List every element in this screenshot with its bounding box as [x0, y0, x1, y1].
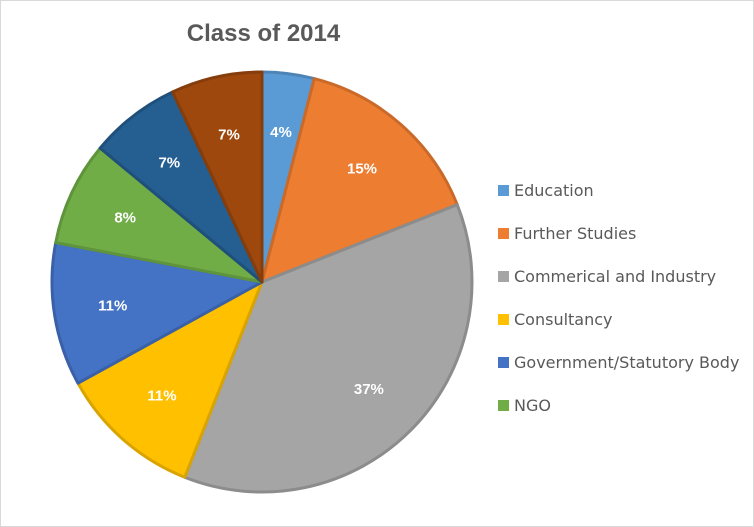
pie-labels: 4% 15% 37% 11% 11% 8% 7% 7%: [98, 124, 384, 404]
pie-slice-1: [260, 77, 459, 284]
legend-swatch: [498, 185, 509, 196]
legend-label: Further Studies: [514, 224, 637, 243]
pie-slice-label-6: 7%: [158, 155, 180, 172]
legend-label: Government/Statutory Body: [514, 353, 740, 372]
legend-label: Education: [514, 181, 594, 200]
pie-slice-label-7: 7%: [218, 126, 240, 143]
pie-slice-4: [50, 241, 264, 385]
legend-item: Further Studies: [498, 212, 739, 255]
pie-slice-label-1: 15%: [347, 161, 377, 178]
legend-item: Education: [498, 169, 739, 212]
legend-label: NGO: [514, 396, 551, 415]
legend: Education Further Studies Commerical and I…: [498, 169, 739, 427]
legend-item: Commerical and Industry: [498, 255, 739, 298]
legend-item: Consultancy: [498, 298, 739, 341]
pie-slice-label-4: 11%: [98, 298, 127, 315]
legend-item: NGO: [498, 384, 739, 427]
chart-title: Class of 2014: [186, 20, 341, 47]
legend-item: Government/Statutory Body: [498, 341, 739, 384]
legend-swatch: [498, 228, 509, 239]
legend-label: Commerical and Industry: [514, 267, 717, 286]
pie-slice-5: [54, 146, 264, 284]
pie-slice-7: [171, 70, 264, 284]
pie-slice-2: [183, 203, 474, 494]
pie-slice-label-0: 4%: [270, 124, 292, 141]
legend-swatch: [498, 357, 509, 368]
pie-slice-label-5: 8%: [114, 210, 136, 227]
pie-slice-3: [76, 280, 264, 479]
pie-slice-label-2: 37%: [354, 381, 384, 398]
pie-slices: [50, 70, 474, 494]
legend-swatch: [498, 271, 509, 282]
legend-swatch: [498, 400, 509, 411]
legend-swatch: [498, 314, 509, 325]
pie-slice-label-3: 11%: [147, 387, 176, 404]
legend-label: Consultancy: [514, 310, 613, 329]
